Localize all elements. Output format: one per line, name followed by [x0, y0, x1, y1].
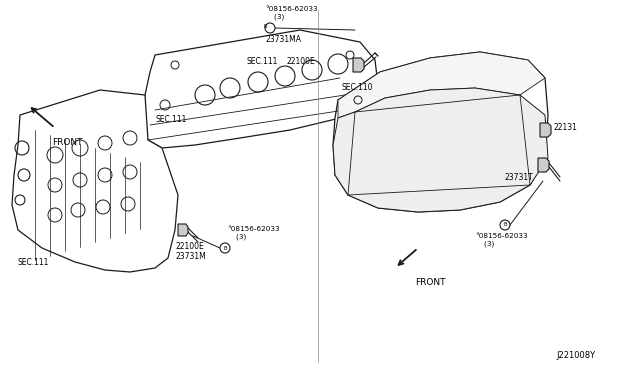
Text: FRONT: FRONT — [415, 278, 445, 287]
Text: °08156-62033
    (3): °08156-62033 (3) — [265, 6, 317, 20]
Text: SEC.111: SEC.111 — [18, 258, 49, 267]
Text: 23731MA: 23731MA — [265, 35, 301, 44]
Text: 22131: 22131 — [554, 122, 578, 131]
Polygon shape — [333, 52, 548, 212]
Text: B: B — [263, 25, 267, 29]
Text: SEC.110: SEC.110 — [342, 83, 374, 92]
Circle shape — [220, 243, 230, 253]
Circle shape — [500, 220, 510, 230]
Text: 22100E: 22100E — [286, 58, 315, 67]
Polygon shape — [12, 90, 178, 272]
Polygon shape — [540, 123, 551, 137]
Text: °08156-62033
    (3): °08156-62033 (3) — [227, 226, 280, 240]
Text: SEC.111: SEC.111 — [155, 115, 186, 124]
Circle shape — [265, 23, 275, 33]
Text: B: B — [503, 222, 507, 228]
Polygon shape — [142, 30, 378, 148]
Polygon shape — [338, 52, 545, 118]
Polygon shape — [178, 224, 188, 236]
Text: SEC.111: SEC.111 — [246, 58, 278, 67]
Text: 23731M: 23731M — [176, 252, 207, 261]
Polygon shape — [353, 58, 364, 72]
Text: B: B — [223, 246, 227, 250]
Text: °08156-62033
    (3): °08156-62033 (3) — [475, 233, 527, 247]
Text: 23731T: 23731T — [504, 173, 533, 182]
Text: FRONT: FRONT — [52, 138, 83, 147]
Text: J221008Y: J221008Y — [556, 351, 595, 360]
Text: 22100E: 22100E — [176, 242, 205, 251]
Polygon shape — [538, 158, 549, 172]
Polygon shape — [333, 88, 548, 212]
